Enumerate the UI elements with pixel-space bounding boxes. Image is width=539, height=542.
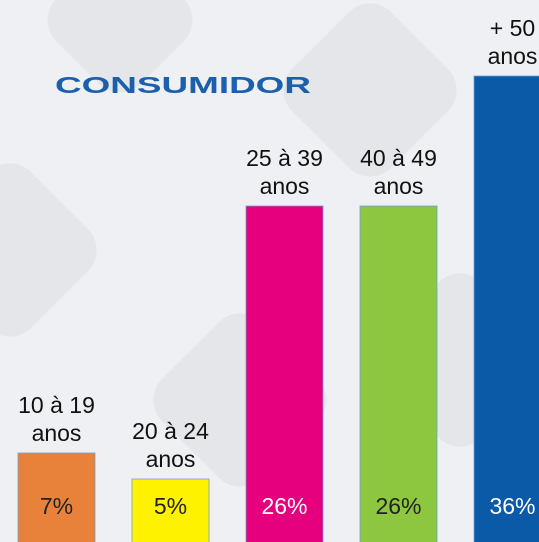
value-label: 26%: [375, 493, 421, 519]
category-label-line: anos: [374, 173, 424, 199]
category-label: 20 à 24 anos: [132, 418, 209, 472]
bar: [473, 75, 539, 542]
category-label-line: + 50: [490, 15, 535, 41]
category-label-line: anos: [260, 173, 310, 199]
value-label: 7%: [40, 493, 73, 519]
value-label: 5%: [154, 493, 187, 519]
value-label: 26%: [261, 493, 307, 519]
bar: [17, 452, 96, 542]
category-label-line: 40 à 49: [360, 145, 437, 171]
category-label-line: 10 à 19: [18, 392, 95, 418]
category-label-line: anos: [488, 43, 538, 69]
bar: [131, 478, 210, 542]
category-label-line: 20 à 24: [132, 418, 209, 444]
bar: [359, 205, 438, 542]
category-label-line: 25 à 39: [246, 145, 323, 171]
value-label: 36%: [489, 493, 535, 519]
category-label: 25 à 39 anos: [246, 145, 323, 199]
bar: [245, 205, 324, 542]
category-label-line: anos: [32, 420, 82, 446]
category-label: 10 à 19 anos: [18, 392, 95, 446]
category-label: 40 à 49 anos: [360, 145, 437, 199]
category-label: + 50 anos: [488, 15, 538, 69]
category-label-line: anos: [146, 446, 196, 472]
chart-title: CONSUMIDOR: [55, 72, 312, 98]
